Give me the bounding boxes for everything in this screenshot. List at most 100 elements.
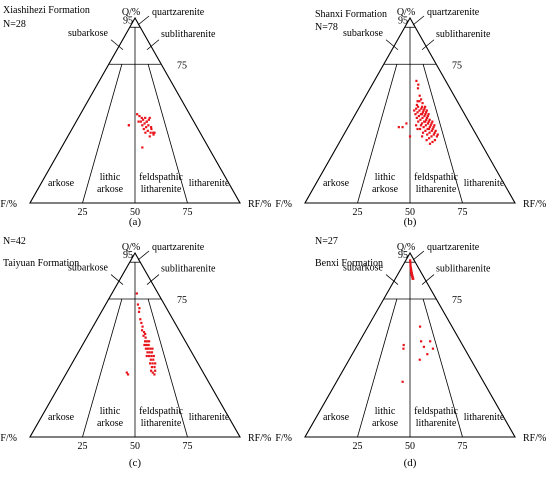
data-point [144, 116, 147, 119]
field-divider-3 [147, 298, 188, 438]
panel-caption: (d) [404, 457, 417, 469]
data-point [416, 105, 420, 108]
data-point [149, 347, 152, 350]
litharenite-label: litharenite [189, 412, 230, 423]
data-point [425, 109, 428, 112]
lithic-arkose-label-1: lithic [100, 406, 121, 417]
field-divider-3 [422, 298, 463, 438]
data-point [420, 107, 423, 110]
field-divider-1 [82, 298, 123, 438]
data-point [420, 122, 424, 125]
data-point [431, 127, 434, 131]
data-point [424, 111, 428, 114]
lithic-arkose-label-1: lithic [100, 172, 121, 183]
quartzarenite-arrow [137, 15, 150, 26]
data-point [409, 262, 412, 266]
data-point [143, 340, 147, 343]
count-label: N=42 [3, 236, 26, 247]
data-point [153, 373, 156, 376]
data-point [418, 358, 421, 361]
data-point [427, 127, 430, 131]
data-point [420, 113, 424, 116]
apex-label: Q/% [397, 7, 415, 18]
data-point [147, 124, 150, 127]
field-divider-1 [82, 64, 123, 204]
data-point [424, 129, 427, 132]
data-point [416, 87, 420, 90]
panel-caption: (a) [129, 216, 142, 228]
data-point [423, 120, 426, 123]
data-point [414, 124, 418, 127]
data-point [412, 277, 415, 280]
data-point [149, 358, 152, 361]
data-point [435, 135, 438, 138]
data-point [436, 133, 439, 136]
feldspathic-litharenite-label-1: feldspathic [139, 172, 183, 183]
base-tick-75: 75 [458, 207, 468, 218]
data-point [137, 120, 140, 123]
data-point [419, 124, 423, 127]
data-point [417, 120, 420, 123]
data-point [425, 116, 429, 119]
ternary-panel-3: Q/% quartzarenite 95 75 subarkose sublitharen… [0, 236, 271, 469]
data-point [418, 100, 421, 103]
data-point [416, 100, 419, 103]
quartzarenite-label: quartzarenite [152, 242, 205, 253]
f-vertex-label: F/% [275, 199, 292, 210]
data-point [140, 329, 144, 332]
subarkose-arrow [385, 39, 399, 51]
data-point [425, 139, 428, 142]
data-point [402, 347, 405, 350]
data-point [149, 131, 152, 134]
sublitharenite-arrow [146, 274, 160, 285]
data-point [136, 113, 139, 116]
data-point [401, 380, 404, 383]
data-point [434, 129, 437, 132]
sublitharenite-label: sublitharenite [161, 264, 216, 275]
data-point [152, 358, 155, 361]
apex-label: Q/% [397, 242, 415, 253]
base-tick-75: 75 [183, 441, 193, 452]
rf-vertex-label: RF/% [523, 433, 546, 444]
data-point [149, 362, 152, 365]
data-point [409, 259, 412, 262]
data-point [402, 343, 405, 347]
ternary-panel-1: Q/% quartzarenite 95 75 subarkose sublitharen… [0, 5, 271, 228]
data-point [427, 113, 430, 116]
data-point [150, 365, 154, 369]
data-point [148, 135, 151, 138]
data-point [418, 94, 421, 97]
feldspathic-litharenite-label-2: litharenite [141, 184, 182, 195]
data-point [154, 369, 157, 372]
arkose-label: arkose [48, 178, 75, 189]
data-point [415, 79, 418, 82]
data-point [428, 137, 431, 140]
data-point [146, 351, 149, 354]
data-point [426, 353, 429, 356]
data-point [416, 127, 419, 131]
data-point [150, 126, 153, 129]
field-divider-1 [357, 298, 398, 438]
f-vertex-label: F/% [275, 433, 292, 444]
data-point [411, 275, 414, 279]
data-point [144, 347, 148, 350]
arkose-label: arkose [323, 178, 350, 189]
data-point [127, 124, 131, 127]
data-point [136, 303, 140, 306]
rf-vertex-label: RF/% [248, 433, 271, 444]
data-point [430, 129, 433, 132]
sublitharenite-arrow [421, 274, 435, 285]
field-divider-1 [357, 64, 398, 204]
base-tick-50: 50 [405, 207, 415, 218]
data-point [426, 122, 430, 125]
tick-75-label: 75 [177, 60, 187, 71]
data-point [423, 107, 426, 110]
data-point [417, 83, 420, 86]
base-tick-50: 50 [130, 207, 140, 218]
data-point [153, 131, 156, 134]
tick-95-label: 95 [123, 250, 133, 261]
data-point [426, 114, 429, 118]
data-point [415, 103, 419, 107]
formation-title: Xiashihezi Formation [3, 5, 90, 16]
data-point [415, 107, 418, 110]
